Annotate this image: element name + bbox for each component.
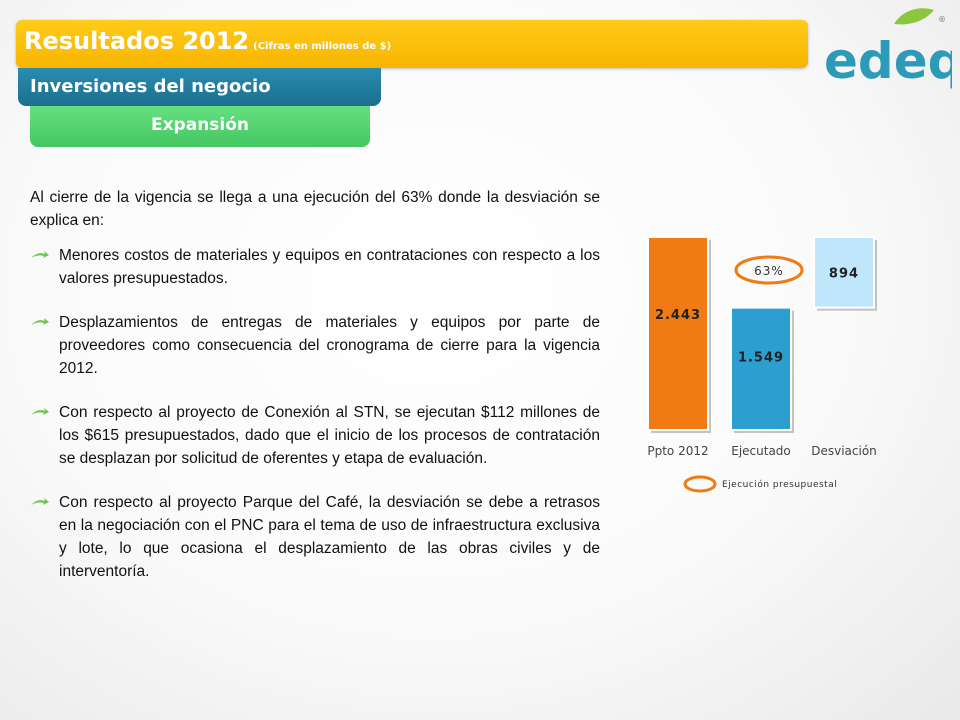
data-label: 894	[829, 266, 859, 281]
section-title: Expansión	[150, 115, 250, 135]
edeq-logo: edeq ®	[824, 8, 952, 90]
bar	[730, 306, 792, 431]
bullet-item: Desplazamientos de entregas de materiale…	[30, 311, 600, 380]
legend-marker	[683, 475, 717, 493]
category-label: Ejecutado	[731, 444, 791, 458]
page-title: Resultados 2012 (Cifras en millones de $)	[24, 27, 391, 55]
registered-mark: ®	[938, 15, 946, 24]
legend-label: Ejecución presupuestal	[722, 479, 837, 490]
bullet-text: Con respecto al proyecto de Conexión al …	[59, 404, 600, 467]
bullet-item: Con respecto al proyecto Parque del Café…	[30, 491, 600, 583]
logo-leaf-icon	[894, 8, 934, 25]
bullet-text: Con respecto al proyecto Parque del Café…	[59, 494, 600, 580]
green-arrow-icon	[31, 318, 49, 325]
green-arrow-icon	[31, 251, 49, 258]
title-note: (Cifras en millones de $)	[253, 41, 392, 52]
category-label: Ppto 2012	[647, 444, 708, 458]
bullet-text: Menores costos de materiales y equipos e…	[59, 247, 600, 287]
data-label: 2.443	[655, 308, 701, 323]
bullet-text: Desplazamientos de entregas de materiale…	[59, 314, 600, 377]
category-label: Desviación	[811, 444, 877, 458]
green-arrow-icon	[31, 498, 49, 505]
bullet-item: Menores costos de materiales y equipos e…	[30, 244, 600, 290]
body-text: Al cierre de la vigencia se llega a una …	[30, 186, 600, 604]
title-bar: Resultados 2012 (Cifras en millones de $)	[16, 20, 808, 68]
bar	[647, 236, 709, 431]
page-title-text: Resultados 2012	[24, 27, 250, 55]
green-arrow-icon	[31, 408, 49, 415]
ratio-label: 63%	[754, 264, 784, 278]
logo-text: edeq	[824, 32, 952, 90]
subtitle: Inversiones del negocio	[30, 76, 271, 97]
subtitle-bar: Inversiones del negocio	[18, 68, 381, 106]
section-bar: Expansión	[30, 106, 370, 147]
bullet-list: Menores costos de materiales y equipos e…	[30, 244, 600, 583]
budget-chart: 2.443 Ppto 2012 1.549 Ejecutado 894 Desviació…	[647, 236, 877, 493]
bullet-item: Con respecto al proyecto de Conexión al …	[30, 401, 600, 470]
bar	[813, 236, 875, 309]
ratio-ellipse	[734, 255, 804, 285]
intro-paragraph: Al cierre de la vigencia se llega a una …	[30, 189, 600, 229]
data-label: 1.549	[738, 351, 784, 366]
